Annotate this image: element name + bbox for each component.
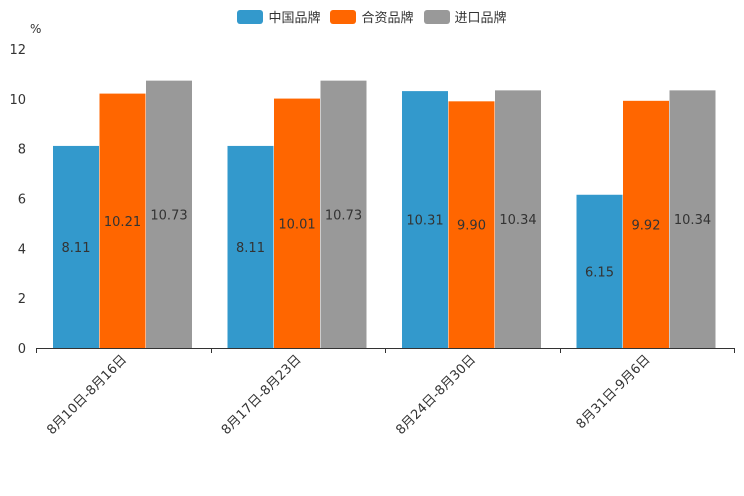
bar <box>576 194 623 348</box>
y-tick-label: 6 <box>18 193 26 208</box>
x-tick-label: 8月24日-8月30日 <box>393 352 479 438</box>
legend-swatch-joint-venture <box>330 9 357 24</box>
bar <box>274 98 320 348</box>
legend-swatch-domestic <box>237 9 264 24</box>
bar <box>146 80 192 348</box>
x-tick-label: 8月31日-9月6日 <box>574 352 654 432</box>
legend-swatch-imported <box>423 9 450 24</box>
data-label: 8.11 <box>62 241 91 256</box>
data-label: 10.34 <box>499 213 536 228</box>
legend-label-joint-venture: 合资品牌 <box>361 11 414 26</box>
y-tick-label: 0 <box>18 342 26 357</box>
data-label: 10.31 <box>406 214 443 229</box>
data-label: 10.73 <box>325 208 362 223</box>
y-tick-label: 12 <box>9 43 26 58</box>
legend-item-domestic[interactable]: 中国品牌 <box>237 7 320 26</box>
y-tick-label: 10 <box>9 93 26 108</box>
bar <box>320 80 367 348</box>
data-label: 10.34 <box>674 213 711 228</box>
y-axis-unit: % <box>30 22 42 36</box>
bar <box>402 91 448 349</box>
data-label: 10.01 <box>278 217 315 232</box>
legend-label-domestic: 中国品牌 <box>268 11 321 26</box>
y-tick-label: 2 <box>18 292 26 307</box>
y-tick-label: 8 <box>18 143 26 158</box>
bar <box>623 100 669 349</box>
bar <box>495 90 541 348</box>
x-tick-label: 8月17日-8月23日 <box>219 352 305 438</box>
legend: 中国品牌 合资品牌 进口品牌 <box>0 7 744 26</box>
y-tick-label: 4 <box>18 242 26 257</box>
x-tick-label: 8月10日-8月16日 <box>44 352 130 438</box>
data-label: 8.11 <box>236 241 265 256</box>
bar <box>99 93 146 348</box>
bar <box>53 145 99 348</box>
legend-item-imported[interactable]: 进口品牌 <box>423 7 507 26</box>
legend-label-imported: 进口品牌 <box>454 11 507 26</box>
bar <box>448 101 495 348</box>
bar <box>669 90 716 348</box>
data-label: 6.15 <box>585 265 614 280</box>
legend-item-joint-venture[interactable]: 合资品牌 <box>330 7 414 26</box>
data-label: 9.92 <box>632 218 661 233</box>
data-label: 9.90 <box>457 219 486 234</box>
data-label: 10.73 <box>150 208 187 223</box>
data-label: 10.21 <box>104 215 141 230</box>
bar <box>227 145 274 348</box>
